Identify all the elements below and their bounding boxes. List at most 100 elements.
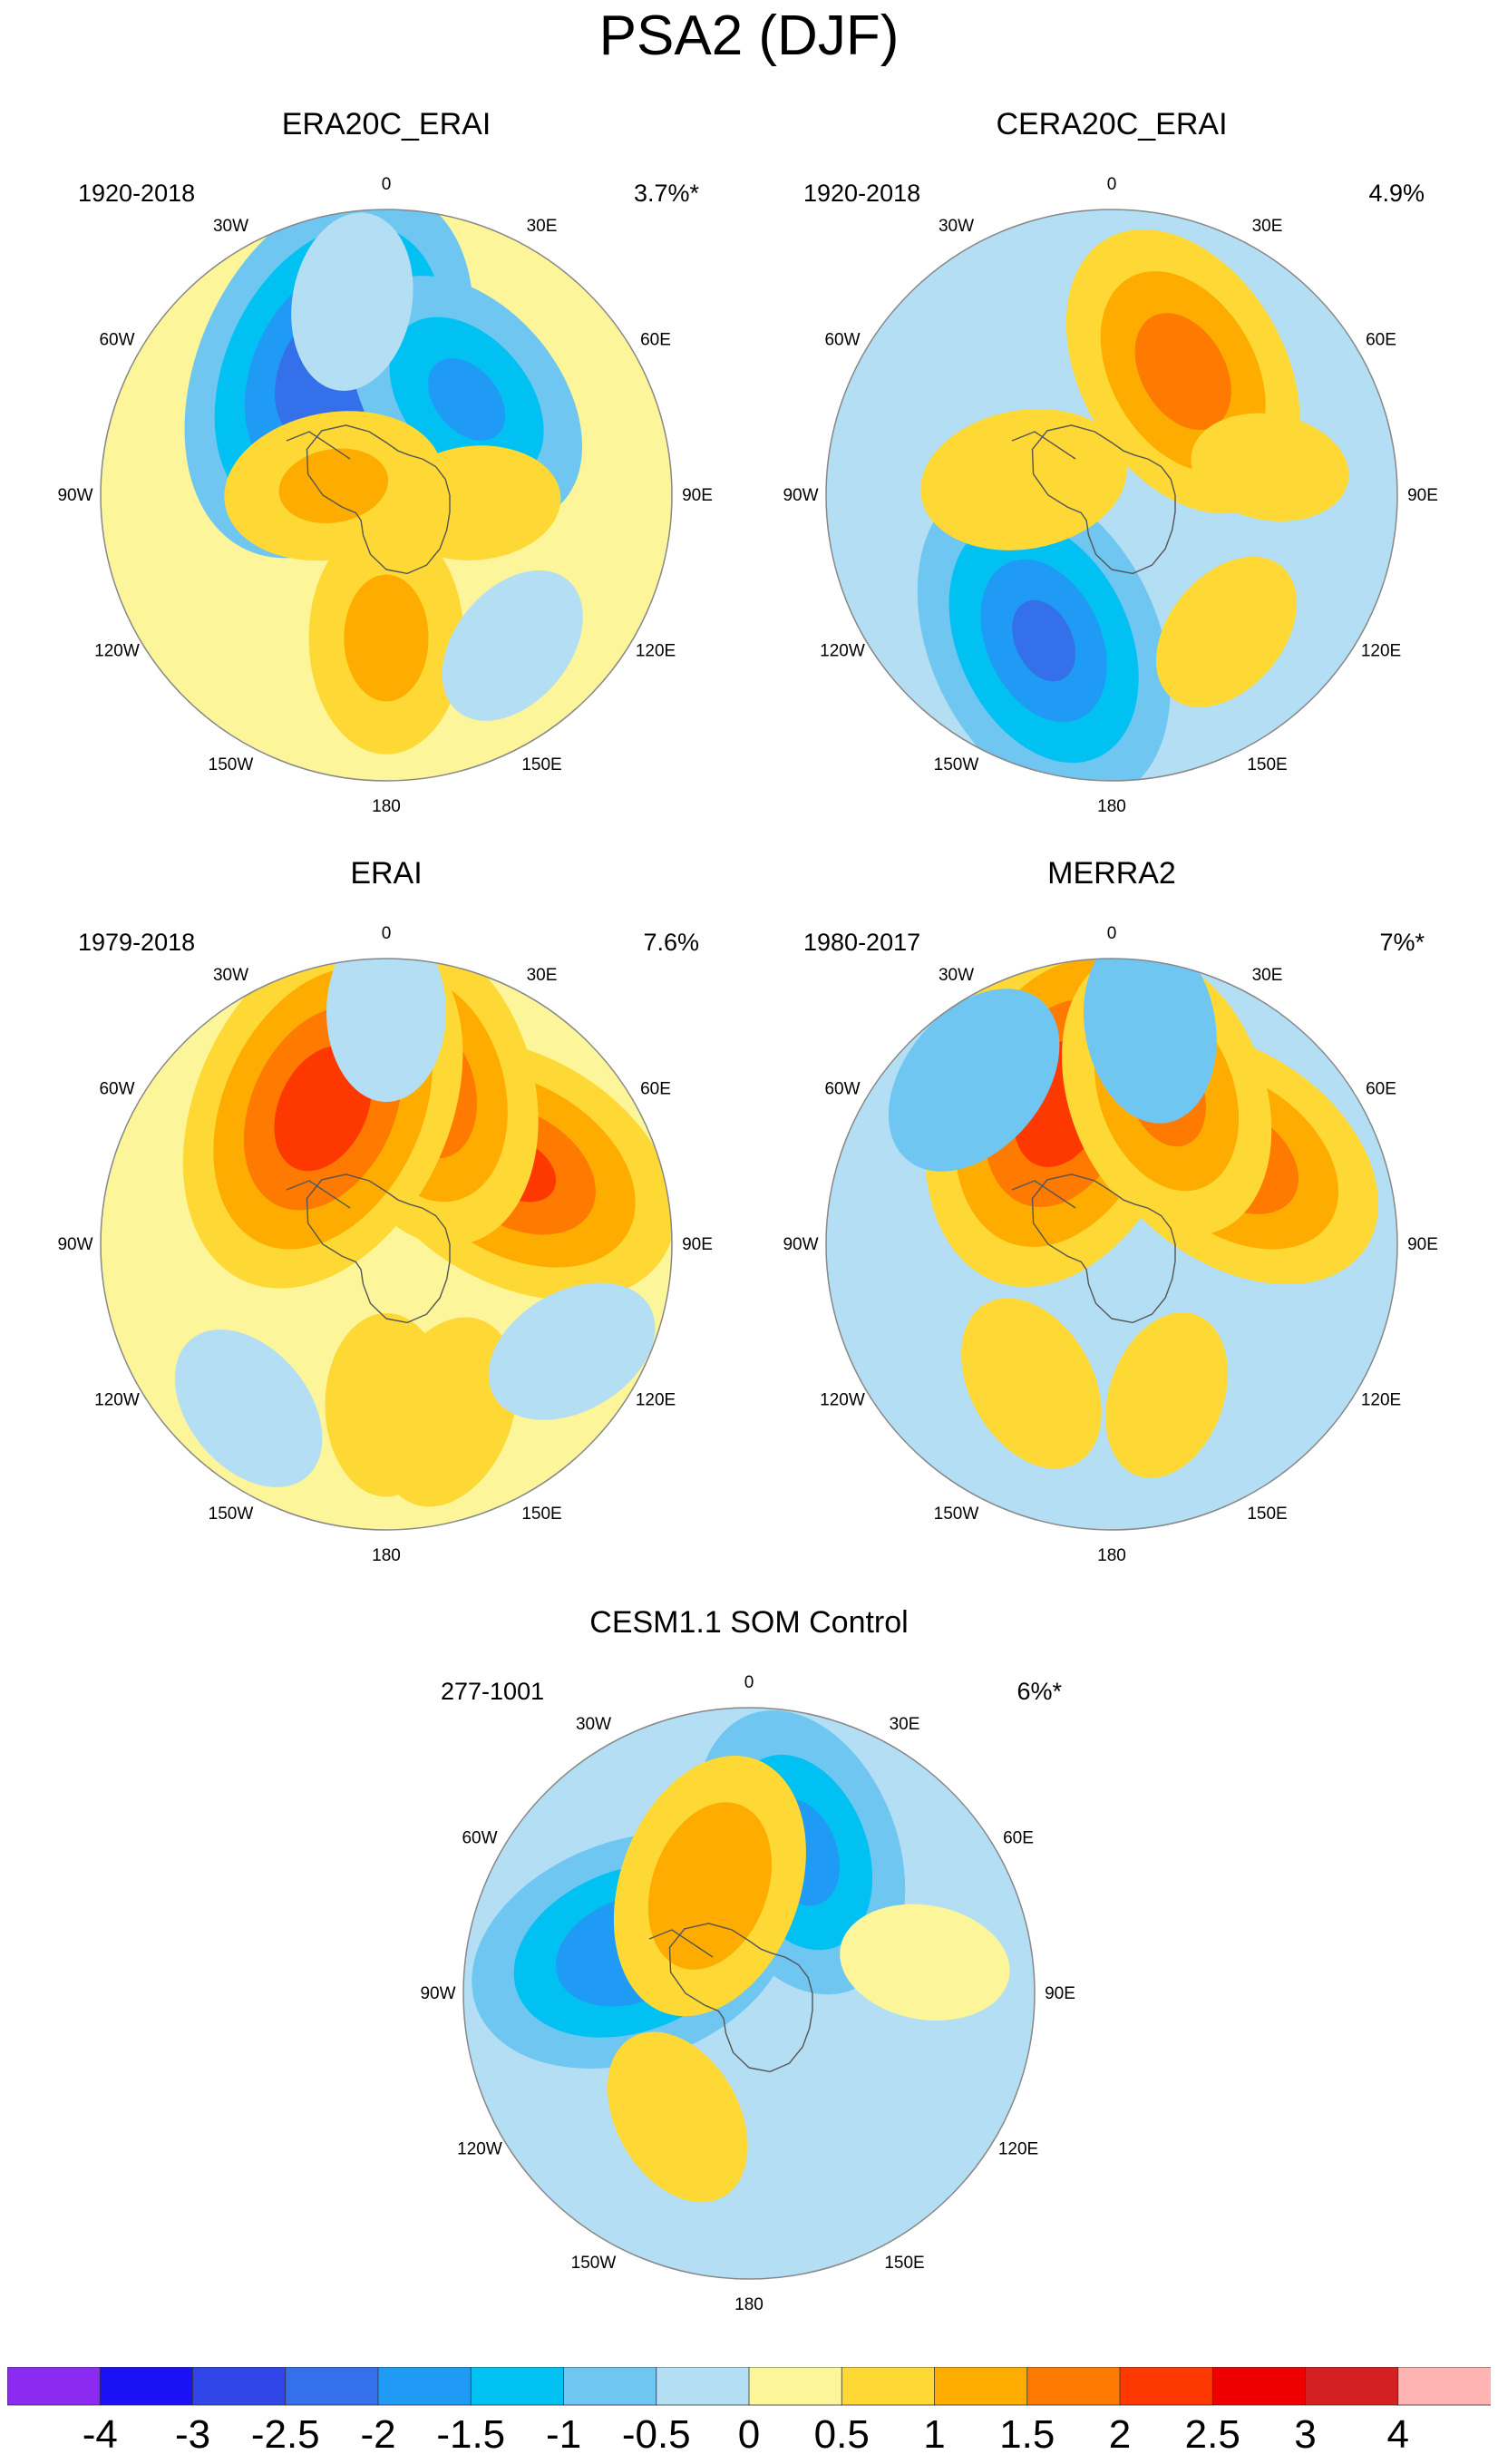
colorbar-swatch: [100, 2367, 193, 2405]
colorbar-swatch: [1120, 2367, 1213, 2405]
longitude-label: 0: [744, 1673, 754, 1692]
longitude-label: 60E: [640, 331, 671, 350]
colorbar-tick-label: 2.5: [1185, 2412, 1240, 2458]
longitude-label: 150E: [884, 2254, 924, 2273]
colorbar-tick-label: 2: [1109, 2412, 1131, 2458]
longitude-label: 150W: [571, 2254, 617, 2273]
colorbar-swatch: [1027, 2367, 1121, 2405]
longitude-label: 30W: [213, 966, 248, 985]
contour-region: [326, 1313, 448, 1497]
colorbar-tick-label: -2: [360, 2412, 395, 2458]
longitude-label: 90W: [57, 1235, 92, 1254]
longitude-label: 60E: [1366, 1080, 1396, 1099]
map-panel: ERAI 1979-2018 7.6% 0 30E 60E 90E 120E 150E 180 15…: [24, 749, 749, 1493]
longitude-label: 60W: [99, 1080, 134, 1099]
longitude-label: 120W: [94, 642, 140, 661]
longitude-label: 120E: [636, 1391, 676, 1410]
longitude-label: 30W: [939, 966, 974, 985]
longitude-label: 60E: [640, 1080, 671, 1099]
longitude-label: 120W: [457, 2140, 502, 2159]
map-panel: CESM1.1 SOM Control 277-1001 6%* 0 30E 60E 90E…: [386, 1498, 1112, 2242]
colorbar-tick-label: -3: [175, 2412, 210, 2458]
longitude-label: 60E: [1366, 331, 1396, 350]
longitude-label: 30E: [1252, 217, 1283, 236]
longitude-label: 120W: [94, 1391, 140, 1410]
longitude-label: 30W: [576, 1715, 611, 1734]
colorbar-swatch: [286, 2367, 379, 2405]
colorbar-tick-label: 1.5: [999, 2412, 1055, 2458]
colorbar-swatch: [1398, 2367, 1491, 2405]
longitude-label: 90W: [783, 1235, 818, 1254]
longitude-label: 0: [1107, 924, 1117, 943]
colorbar-tick-label: -1.5: [436, 2412, 505, 2458]
colorbar-tick-label: -2.5: [251, 2412, 320, 2458]
colorbar-tick-label: -0.5: [622, 2412, 691, 2458]
contour-region: [326, 922, 446, 1102]
longitude-label: 30W: [213, 217, 248, 236]
polar-map: 0 30E 60E 90E 120E 150E 180 150W 120W 90W 60W 30W: [749, 0, 1474, 816]
anomaly-field: [826, 188, 1397, 844]
colorbar: [7, 2367, 1491, 2407]
longitude-label: 60E: [1003, 1829, 1034, 1848]
polar-map: 0 30E 60E 90E 120E 150E 180 150W 120W 90W 60W 30W: [24, 0, 749, 816]
longitude-label: 60W: [824, 1080, 860, 1099]
longitude-label: 90E: [682, 486, 713, 505]
colorbar-swatch: [1212, 2367, 1306, 2405]
colorbar-swatch: [564, 2367, 657, 2405]
longitude-label: 60W: [462, 1829, 497, 1848]
longitude-label: 120E: [636, 642, 676, 661]
colorbar-swatch: [841, 2367, 935, 2405]
longitude-label: 60W: [99, 331, 134, 350]
longitude-label: 90E: [1045, 1984, 1075, 2003]
colorbar-tick-label: 4: [1387, 2412, 1409, 2458]
colorbar-swatch: [657, 2367, 750, 2405]
map-panel: ERA20C_ERAI 1920-2018 3.7%* 0 30E 60E 90E 120E 1…: [24, 0, 749, 744]
colorbar-swatch: [1306, 2367, 1399, 2405]
colorbar-swatch: [378, 2367, 472, 2405]
colorbar-tick-label: 0.5: [814, 2412, 870, 2458]
longitude-label: 120W: [820, 642, 865, 661]
longitude-label: 90E: [1407, 486, 1438, 505]
colorbar-tick-label: 0: [738, 2412, 760, 2458]
map-panel: CERA20C_ERAI 1920-2018 4.9% 0 30E 60E 90E 120E 1…: [749, 0, 1474, 744]
polar-map: 0 30E 60E 90E 120E 150E 180 150W 120W 90W 60W 30W: [386, 1498, 1112, 2314]
longitude-label: 0: [382, 924, 392, 943]
longitude-label: 90W: [57, 486, 92, 505]
longitude-label: 90E: [682, 1235, 713, 1254]
colorbar-tick-label: 3: [1294, 2412, 1316, 2458]
colorbar-tick-label: -4: [83, 2412, 118, 2458]
longitude-label: 150E: [1247, 1505, 1287, 1524]
longitude-label: 60W: [824, 331, 860, 350]
polar-map: 0 30E 60E 90E 120E 150E 180 150W 120W 90W 60W 30W: [24, 749, 749, 1565]
longitude-label: 120E: [1361, 1391, 1401, 1410]
anomaly-field: [439, 1680, 1035, 2279]
longitude-label: 120W: [820, 1391, 865, 1410]
colorbar-tick-label: -1: [546, 2412, 581, 2458]
colorbar-swatch: [7, 2367, 101, 2405]
longitude-label: 90W: [783, 486, 818, 505]
longitude-label: 0: [382, 175, 392, 194]
longitude-label: 150W: [209, 1505, 254, 1524]
polar-map: 0 30E 60E 90E 120E 150E 180 150W 120W 90W 60W 30W: [749, 749, 1474, 1565]
longitude-label: 90W: [420, 1984, 455, 2003]
longitude-label: 30W: [939, 217, 974, 236]
longitude-label: 180: [734, 2295, 764, 2314]
colorbar-swatch: [935, 2367, 1028, 2405]
colorbar-swatch: [749, 2367, 842, 2405]
anomaly-field: [101, 883, 722, 1530]
anomaly-field: [101, 140, 672, 781]
longitude-label: 90E: [1407, 1235, 1438, 1254]
longitude-label: 0: [1107, 175, 1117, 194]
anomaly-field: [826, 881, 1425, 1530]
colorbar-tick-label: 1: [923, 2412, 945, 2458]
colorbar-swatch: [471, 2367, 564, 2405]
longitude-label: 30E: [527, 217, 558, 236]
longitude-label: 30E: [890, 1715, 920, 1734]
colorbar-swatch: [193, 2367, 287, 2405]
contour-region: [344, 575, 428, 702]
longitude-label: 120E: [998, 2140, 1038, 2159]
map-panel: MERRA2 1980-2017 7%* 0 30E 60E 90E 120E 150E 180 1…: [749, 749, 1474, 1493]
longitude-label: 120E: [1361, 642, 1401, 661]
longitude-label: 30E: [527, 966, 558, 985]
longitude-label: 30E: [1252, 966, 1283, 985]
